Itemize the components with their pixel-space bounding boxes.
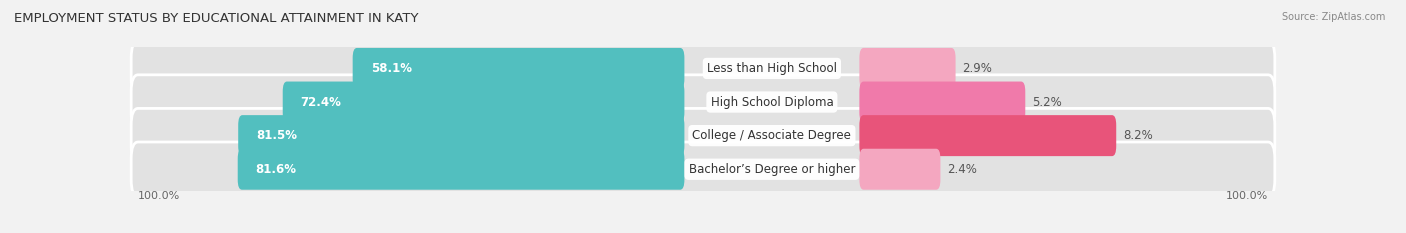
- Text: High School Diploma: High School Diploma: [710, 96, 834, 109]
- FancyBboxPatch shape: [859, 149, 941, 190]
- FancyBboxPatch shape: [859, 115, 1116, 156]
- Text: College / Associate Degree: College / Associate Degree: [693, 129, 851, 142]
- FancyBboxPatch shape: [283, 82, 685, 123]
- Text: 81.6%: 81.6%: [256, 163, 297, 176]
- FancyBboxPatch shape: [238, 115, 685, 156]
- FancyBboxPatch shape: [859, 48, 956, 89]
- Text: 72.4%: 72.4%: [301, 96, 342, 109]
- FancyBboxPatch shape: [131, 75, 1275, 129]
- FancyBboxPatch shape: [131, 41, 1275, 96]
- Text: 8.2%: 8.2%: [1123, 129, 1153, 142]
- Text: 2.9%: 2.9%: [963, 62, 993, 75]
- Text: 2.4%: 2.4%: [948, 163, 977, 176]
- Text: EMPLOYMENT STATUS BY EDUCATIONAL ATTAINMENT IN KATY: EMPLOYMENT STATUS BY EDUCATIONAL ATTAINM…: [14, 12, 419, 25]
- Text: 5.2%: 5.2%: [1032, 96, 1062, 109]
- FancyBboxPatch shape: [859, 82, 1025, 123]
- Text: Bachelor’s Degree or higher: Bachelor’s Degree or higher: [689, 163, 855, 176]
- FancyBboxPatch shape: [353, 48, 685, 89]
- Text: Less than High School: Less than High School: [707, 62, 837, 75]
- FancyBboxPatch shape: [131, 142, 1275, 196]
- Text: 58.1%: 58.1%: [371, 62, 412, 75]
- Text: 100.0%: 100.0%: [1226, 191, 1268, 201]
- FancyBboxPatch shape: [238, 149, 685, 190]
- Text: 100.0%: 100.0%: [138, 191, 180, 201]
- Text: 81.5%: 81.5%: [256, 129, 297, 142]
- Text: Source: ZipAtlas.com: Source: ZipAtlas.com: [1281, 12, 1385, 22]
- FancyBboxPatch shape: [131, 108, 1275, 163]
